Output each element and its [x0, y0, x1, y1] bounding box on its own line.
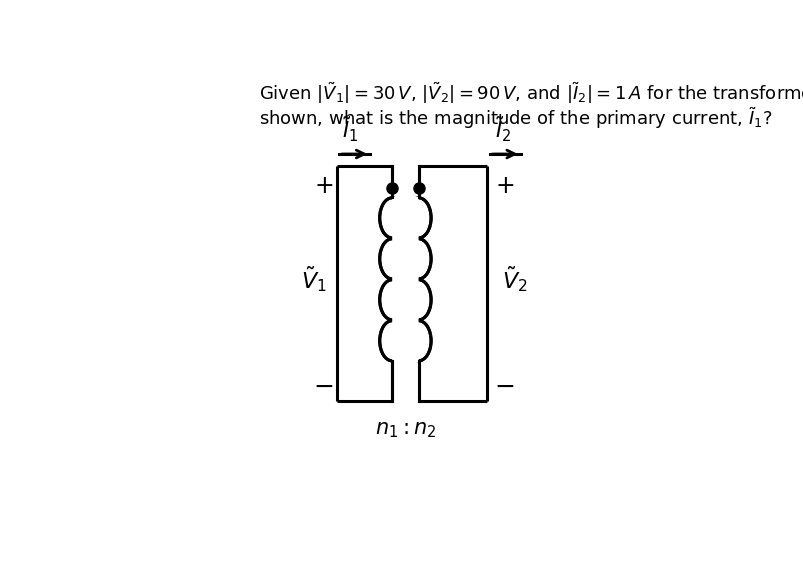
Text: $\tilde{I}_2$: $\tilde{I}_2$: [494, 115, 510, 144]
Text: $-$: $-$: [493, 374, 514, 397]
Text: $+$: $+$: [494, 174, 513, 198]
FancyBboxPatch shape: [391, 320, 406, 362]
Text: $\tilde{I}_1$: $\tilde{I}_1$: [341, 115, 358, 144]
Text: $\tilde{V}_1$: $\tilde{V}_1$: [300, 264, 326, 294]
Text: Given $|\tilde{V}_1| = 30\,V$, $|\tilde{V}_2| = 90\,V$, and $|\tilde{I}_2| = 1\,: Given $|\tilde{V}_1| = 30\,V$, $|\tilde{…: [259, 80, 803, 106]
FancyBboxPatch shape: [404, 279, 418, 321]
Text: $+$: $+$: [313, 174, 332, 198]
FancyBboxPatch shape: [404, 320, 418, 362]
FancyBboxPatch shape: [391, 197, 406, 239]
FancyBboxPatch shape: [391, 279, 406, 321]
Text: $n_1 : n_2$: $n_1 : n_2$: [374, 420, 435, 440]
Text: $-$: $-$: [313, 374, 333, 397]
FancyBboxPatch shape: [404, 197, 418, 239]
Text: shown, what is the magnitude of the primary current, $\tilde{I}_1$?: shown, what is the magnitude of the prim…: [259, 105, 772, 131]
FancyBboxPatch shape: [404, 238, 418, 280]
FancyBboxPatch shape: [391, 238, 406, 280]
Text: $\tilde{V}_2$: $\tilde{V}_2$: [501, 264, 527, 294]
